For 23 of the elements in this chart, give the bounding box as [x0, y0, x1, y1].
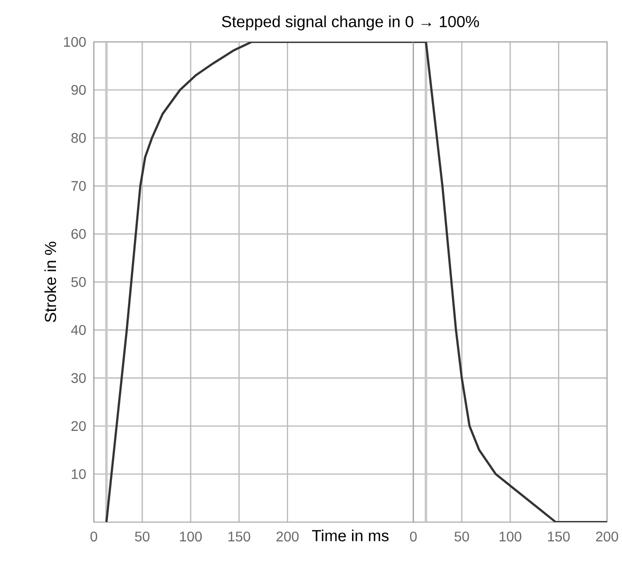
y-tick-label: 40 — [71, 325, 86, 335]
y-tick-label: 80 — [71, 133, 86, 143]
y-tick-label: 100 — [64, 36, 86, 47]
x-tick-label: 0 — [410, 532, 417, 542]
y-tick-label: 20 — [71, 421, 86, 432]
y-tick-label: 30 — [71, 373, 86, 383]
x-tick-label: 100 — [180, 532, 202, 542]
x-tick-label: 150 — [548, 532, 570, 542]
x-tick-label: 150 — [228, 532, 250, 542]
chart-title: Stepped signal change in 0 → 100% — [222, 16, 479, 30]
x-tick-label: 50 — [135, 532, 150, 542]
y-tick-label: 70 — [71, 181, 86, 191]
x-tick-label: 50 — [454, 532, 470, 542]
y-tick-label: 90 — [71, 84, 86, 95]
y-tick-label: 60 — [71, 229, 86, 239]
y-tick-label: 50 — [71, 277, 86, 287]
x-tick-label: 200 — [596, 532, 618, 542]
x-tick-label: 200 — [276, 532, 299, 542]
x-axis-title: Time in ms — [312, 530, 389, 542]
x-tick-label: 0 — [90, 532, 98, 542]
y-axis-title: Stroke in % — [44, 242, 56, 322]
x-tick-label: 100 — [500, 532, 522, 542]
y-tick-label: 10 — [72, 469, 86, 480]
